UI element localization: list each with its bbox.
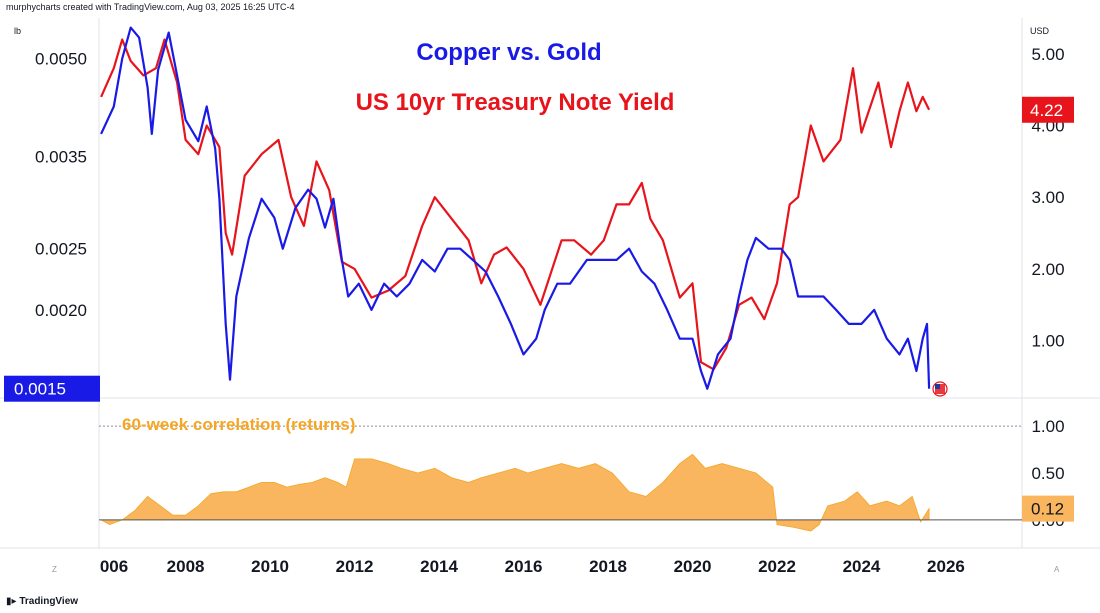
time-axis-tick: 2026 (927, 557, 965, 576)
tradingview-footer: ▮▸ TradingView (6, 596, 78, 607)
left-axis-tick: 0.0020 (35, 301, 87, 320)
right-axis-tick: 5.00 (1031, 45, 1064, 64)
time-axis-tick: 2020 (674, 557, 712, 576)
time-axis-tick: 2018 (589, 557, 627, 576)
time-axis-tick: 2022 (758, 557, 796, 576)
chart-subtitle: US 10yr Treasury Note Yield (356, 89, 675, 116)
left-axis-tick: 0.0050 (35, 50, 87, 69)
correlation-area (100, 453, 930, 532)
correlation-last-value-badge (1022, 495, 1074, 522)
yield-series-line (100, 38, 931, 371)
time-axis-tick: 2010 (251, 557, 289, 576)
time-axis: 006 2008 2010 2012 2014 2016 2018 2020 2022 2024 2… (100, 557, 965, 576)
right-axis-tick: 2.00 (1031, 260, 1064, 279)
right-axis-tick: 3.00 (1031, 188, 1064, 207)
chart-credit: murphycharts created with TradingView.co… (6, 2, 295, 12)
correlation-pane: 1.000.500.000.12 (99, 417, 1074, 532)
log-scale-toggle-left[interactable]: Z (52, 565, 57, 574)
correlation-axis-tick: 0.50 (1031, 464, 1064, 483)
correlation-last-value: 0.12 (1031, 500, 1064, 519)
correlation-axis-tick: 1.00 (1031, 417, 1064, 436)
copper-gold-series-line (100, 26, 931, 390)
left-axis-tick: 0.0025 (35, 240, 87, 259)
time-axis-tick: 2008 (167, 557, 205, 576)
correlation-label: 60-week correlation (returns) (122, 415, 355, 434)
time-axis-tick: 2012 (336, 557, 374, 576)
brand-name: TradingView (19, 596, 79, 607)
time-axis-tick: 2016 (505, 557, 543, 576)
left-axis-tick: 0.0035 (35, 147, 87, 166)
main-pane: 0.00500.00350.00250.00205.004.003.002.00… (4, 26, 1074, 402)
yield-last-value: 4.22 (1030, 101, 1063, 120)
time-axis-tick: 2014 (420, 557, 458, 576)
copper-gold-last-value-badge (4, 375, 100, 402)
right-axis-unit: USD (1030, 26, 1050, 36)
right-axis-tick: 1.00 (1031, 332, 1064, 351)
copper-gold-last-value: 0.0015 (14, 380, 66, 399)
time-axis-tick: 006 (100, 557, 128, 576)
yield-last-value-badge (1022, 96, 1074, 123)
left-axis-unit: lb (14, 26, 22, 36)
time-axis-tick: 2024 (843, 557, 881, 576)
tradingview-logo-icon: ▮▸ (6, 596, 17, 607)
auto-scale-toggle-right[interactable]: A (1054, 565, 1060, 574)
us-flag-icon[interactable] (932, 381, 948, 397)
chart-title: Copper vs. Gold (416, 39, 601, 66)
